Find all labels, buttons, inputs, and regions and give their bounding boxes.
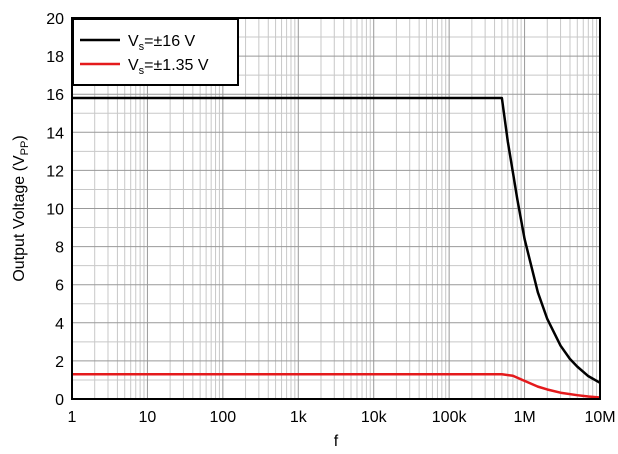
x-tick-label: 10M [584,409,615,426]
x-tick-label: 10k [361,409,388,426]
legend-label-series-1: Vs=±16 V [128,33,196,53]
y-axis-label-sub: PP [19,141,31,156]
y-tick-labels: 0 2 4 6 8 10 12 14 16 18 20 [46,11,64,409]
x-tick-labels: 1 10 100 1k 10k 100k 1M 10M [68,409,616,426]
x-tick-label: 100k [432,409,468,426]
x-tick-label: 1k [290,409,308,426]
x-tick-label: 100 [210,409,237,426]
y-tick-label: 14 [46,125,64,142]
legend-label-series-2: Vs=±1.35 V [128,57,209,77]
x-axis-label: f [334,433,339,450]
y-axis-label-end: ) [11,135,28,140]
y-tick-label: 6 [55,278,64,295]
y-tick-label: 0 [55,392,64,409]
y-tick-label: 8 [55,240,64,257]
y-axis-label-main: Output Voltage (V [11,155,28,282]
y-tick-label: 20 [46,11,64,28]
x-tick-label: 1 [68,409,77,426]
y-tick-label: 2 [55,354,64,371]
y-axis-label: Output Voltage (VPP) [11,135,31,281]
y-tick-label: 4 [55,316,64,333]
y-tick-label: 16 [46,87,64,104]
series-line-2 [72,372,601,399]
y-tick-label: 18 [46,49,64,66]
series-layer [72,96,601,399]
series-line-1 [72,96,601,384]
y-tick-label: 12 [46,163,64,180]
legend-box [72,18,239,86]
x-tick-label: 10 [139,409,157,426]
legend: Vs=±16 V Vs=±1.35 V [72,18,239,86]
y-tick-label: 10 [46,202,64,219]
x-tick-label: 1M [513,409,535,426]
plot-frame [71,17,601,400]
